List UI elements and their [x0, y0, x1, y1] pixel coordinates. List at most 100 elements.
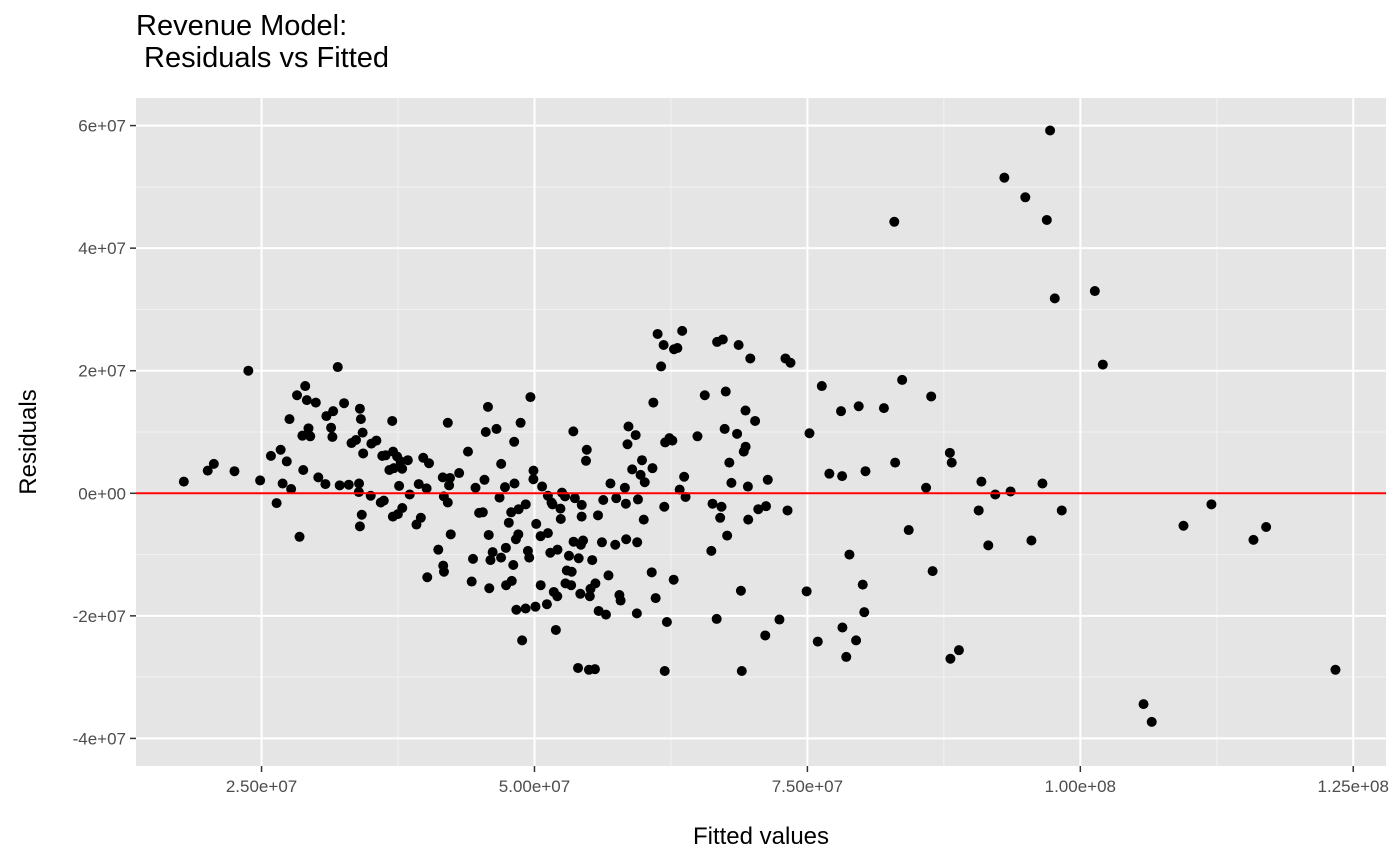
x-tick-label: 2.50e+07: [226, 777, 297, 796]
data-point: [229, 466, 240, 477]
data-point: [535, 580, 546, 591]
data-point: [404, 489, 415, 500]
x-tick-label: 5.00e+07: [499, 777, 570, 796]
data-point: [706, 545, 717, 556]
data-point: [573, 662, 584, 673]
data-point: [297, 430, 308, 441]
data-point: [480, 427, 491, 437]
data-point: [178, 476, 189, 487]
data-point: [707, 498, 718, 509]
data-point: [804, 428, 815, 439]
data-point: [444, 472, 455, 483]
data-point: [1330, 664, 1341, 675]
data-point: [735, 585, 746, 596]
data-point: [859, 607, 870, 618]
data-point: [442, 417, 453, 428]
grid-minor: [136, 98, 1386, 766]
data-point: [483, 529, 494, 540]
x-tick-label: 7.50e+07: [772, 777, 843, 796]
data-point: [983, 540, 994, 551]
data-point: [724, 457, 735, 468]
data-point: [615, 595, 626, 606]
data-point: [422, 572, 433, 583]
data-point: [566, 580, 577, 591]
data-point: [286, 483, 297, 494]
data-point: [353, 487, 364, 498]
data-point: [897, 374, 908, 385]
data-point: [305, 431, 316, 442]
data-point: [632, 537, 643, 548]
data-point: [844, 549, 855, 560]
data-point: [243, 365, 254, 376]
data-point: [699, 390, 710, 401]
data-point: [397, 502, 408, 513]
data-point: [208, 458, 219, 469]
data-point: [394, 480, 405, 491]
data-point: [357, 427, 368, 438]
data-point: [575, 588, 586, 599]
data-point: [652, 328, 663, 339]
data-point: [327, 431, 338, 442]
data-point: [672, 343, 683, 354]
data-point: [354, 403, 365, 414]
data-point: [853, 401, 864, 412]
data-point: [623, 421, 634, 432]
data-point: [581, 455, 591, 466]
data-point: [621, 534, 632, 545]
data-points: [178, 125, 1341, 727]
data-point: [732, 428, 743, 439]
data-point: [520, 603, 531, 614]
data-point: [774, 614, 785, 625]
data-point: [542, 528, 553, 539]
data-point: [841, 651, 852, 662]
data-point: [541, 599, 552, 610]
data-point: [837, 622, 848, 633]
x-axis: 2.50e+07 5.00e+07 7.50e+07 1.00e+08 1.25e+08: [226, 766, 1389, 796]
data-point: [903, 525, 914, 536]
data-point: [638, 514, 649, 525]
data-point: [531, 518, 542, 529]
data-point: [878, 403, 889, 414]
data-point: [555, 503, 566, 514]
data-point: [424, 458, 435, 469]
data-point: [415, 512, 426, 523]
data-point: [530, 601, 541, 612]
data-point: [496, 552, 507, 563]
data-point: [284, 414, 295, 425]
data-point: [816, 381, 827, 392]
data-point: [716, 501, 727, 512]
data-point: [578, 535, 589, 546]
data-point: [999, 172, 1010, 183]
data-point: [750, 415, 761, 426]
data-point: [397, 463, 408, 474]
data-point: [600, 609, 611, 620]
data-point: [339, 398, 350, 409]
data-point: [647, 463, 658, 474]
y-tick-label: -4e+07: [73, 729, 126, 748]
data-point: [1045, 125, 1056, 136]
data-point: [328, 406, 339, 417]
data-point: [760, 630, 771, 641]
data-point: [552, 591, 563, 602]
data-point: [271, 498, 282, 509]
data-point: [620, 498, 631, 509]
data-point: [860, 466, 871, 477]
data-point: [605, 478, 616, 489]
data-point: [711, 613, 722, 624]
data-point: [587, 555, 598, 566]
data-point: [927, 566, 938, 577]
data-point: [590, 578, 601, 589]
data-point: [619, 482, 630, 493]
data-point: [762, 474, 773, 485]
data-point: [413, 479, 424, 490]
data-point: [1020, 192, 1031, 203]
data-point: [569, 493, 580, 504]
data-point: [509, 478, 520, 489]
data-point: [301, 395, 312, 406]
data-point: [343, 479, 354, 490]
data-point: [584, 591, 595, 602]
data-point: [622, 439, 633, 450]
data-point: [402, 455, 413, 466]
data-point: [520, 499, 531, 510]
data-point: [1005, 486, 1016, 497]
